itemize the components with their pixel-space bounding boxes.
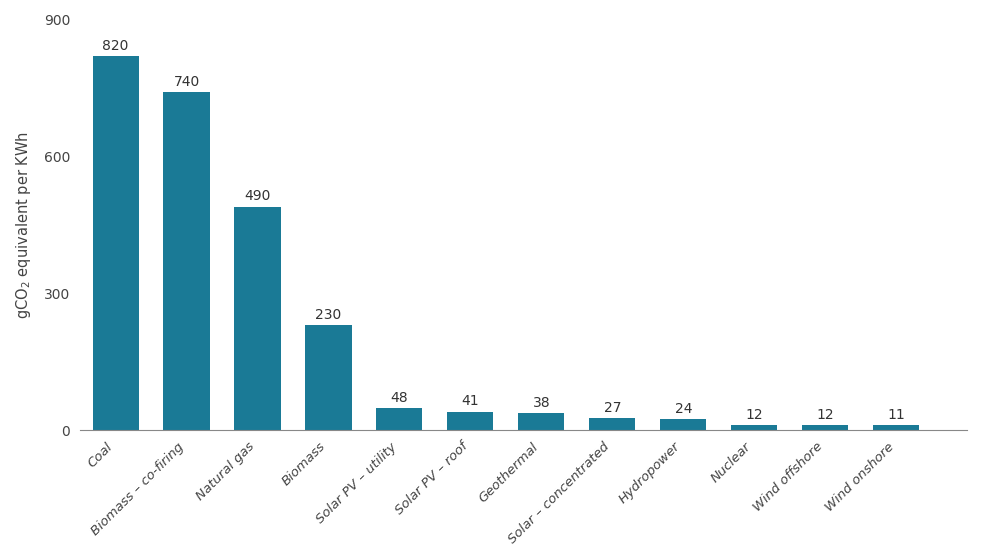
Bar [92, 56, 138, 430]
Text: 27: 27 [603, 401, 621, 415]
Bar [660, 419, 706, 430]
Bar [234, 207, 281, 430]
Bar [518, 413, 564, 430]
Text: 820: 820 [102, 39, 129, 53]
Bar [802, 425, 849, 430]
Y-axis label: gCO$_2$ equivalent per KWh: gCO$_2$ equivalent per KWh [14, 131, 33, 319]
Text: 12: 12 [816, 408, 834, 422]
Bar [590, 418, 636, 430]
Text: 11: 11 [887, 408, 905, 422]
Text: 490: 490 [244, 189, 271, 203]
Text: 38: 38 [533, 396, 550, 410]
Text: 24: 24 [675, 402, 692, 416]
Bar [731, 425, 777, 430]
Text: 41: 41 [462, 394, 479, 408]
Text: 48: 48 [390, 391, 408, 405]
Bar [305, 325, 351, 430]
Text: 740: 740 [174, 75, 200, 89]
Bar [164, 92, 210, 430]
Bar [377, 408, 423, 430]
Text: 12: 12 [746, 408, 763, 422]
Bar [447, 412, 493, 430]
Text: 230: 230 [315, 308, 341, 322]
Bar [873, 425, 919, 430]
